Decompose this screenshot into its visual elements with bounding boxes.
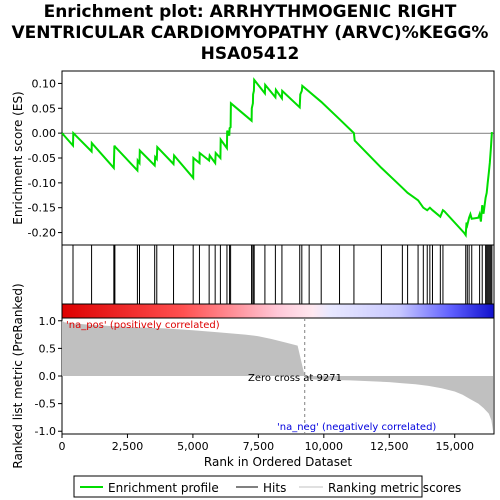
metric-y-tick-label: -0.5 (35, 398, 56, 411)
ranking-metric-area (62, 320, 493, 432)
title-line-3: HSA05412 (201, 44, 300, 64)
es-y-axis: 0.10 0.05 0.00 -0.05 -0.10 -0.15 -0.20 (28, 77, 62, 240)
chart-title: Enrichment plot: ARRHYTHMOGENIC RIGHT VE… (12, 2, 489, 64)
x-tick-label: 5,000 (177, 440, 209, 453)
x-axis: 0 2,500 5,000 7,500 10,000 12,500 15,000 (59, 434, 474, 453)
es-y-tick-label: 0.10 (32, 77, 57, 90)
metric-y-tick-label: -1.0 (35, 425, 56, 438)
legend-metric-label: Ranking metric scores (328, 481, 461, 495)
metric-panel: 1.0 0.5 0.0 -0.5 -1.0 0 2,500 5,000 7,500 10,000… (11, 283, 495, 469)
zero-cross-label: Zero cross at 9271 (248, 373, 342, 384)
x-tick-label: 7,500 (243, 440, 275, 453)
neg-correlated-label: 'na_neg' (negatively correlated) (277, 422, 436, 433)
x-tick-label: 10,000 (305, 440, 344, 453)
x-tick-label: 2,500 (112, 440, 144, 453)
metric-y-axis-label: Ranked list metric (PreRanked) (11, 283, 25, 468)
metric-y-tick-label: 0.5 (39, 342, 57, 355)
es-y-tick-label: 0.05 (32, 102, 57, 115)
pos-correlated-label: 'na_pos' (positively correlated) (66, 320, 220, 331)
metric-y-tick-label: 0.0 (39, 370, 57, 383)
metric-y-axis: 1.0 0.5 0.0 -0.5 -1.0 (35, 315, 62, 438)
es-panel-frame (61, 70, 495, 246)
x-axis-label: Rank in Ordered Dataset (204, 455, 352, 469)
hit-markers (72, 245, 493, 304)
hits-panel (61, 244, 495, 305)
es-panel: 0.10 0.05 0.00 -0.05 -0.10 -0.15 -0.20 Enrichm… (11, 70, 495, 246)
rank-color-bar (61, 303, 495, 319)
legend-enrichment-label: Enrichment profile (108, 481, 219, 495)
hits-panel-frame (61, 244, 495, 305)
es-y-axis-label: Enrichment score (ES) (11, 91, 25, 224)
legend: Enrichment profile Hits Ranking metric s… (73, 475, 461, 498)
es-y-tick-label: -0.20 (28, 227, 56, 240)
enrichment-profile-line (61, 77, 493, 238)
es-y-tick-label: -0.05 (28, 152, 56, 165)
metric-y-tick-label: 1.0 (39, 315, 57, 328)
es-y-tick-label: 0.00 (32, 127, 57, 140)
x-tick-label: 0 (59, 440, 66, 453)
title-line-2: VENTRICULAR CARDIOMYOPATHY (ARVC)%KEGG% (12, 23, 489, 43)
es-y-tick-label: -0.10 (28, 177, 56, 190)
x-tick-label: 12,500 (370, 440, 409, 453)
x-tick-label: 15,000 (435, 440, 474, 453)
es-y-tick-label: -0.15 (28, 202, 56, 215)
legend-hits-label: Hits (263, 481, 286, 495)
title-line-1: Enrichment plot: ARRHYTHMOGENIC RIGHT (44, 2, 457, 22)
